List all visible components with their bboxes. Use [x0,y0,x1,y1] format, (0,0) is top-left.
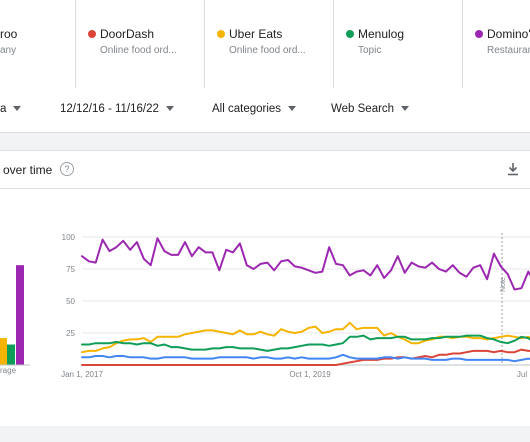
series-lines [81,237,530,366]
term-type: Online food ord... [100,45,177,56]
x-tick-label: Jul [517,370,527,379]
download-icon[interactable] [506,162,520,181]
y-tick-label: 75 [66,265,75,274]
average-bar-uber-eats[interactable] [0,338,7,365]
series-color-dot [88,30,96,38]
interest-chart: rage 25 50 75 100 Note Jan 1, 2017 Oct 1, 201… [0,233,530,379]
term-card-uber-eats[interactable]: Uber Eats Online food ord... [205,0,334,88]
search-terms-bar: roo any DoorDash Online food ord... Uber… [0,0,530,89]
average-bars [0,265,30,366]
region-dropdown[interactable]: a [0,103,22,115]
term-name: Uber Eats [229,27,283,41]
series-color-dot [346,30,354,38]
term-type: Restaurant [487,45,530,56]
card-title: over time [3,163,53,177]
category-value: All categories [212,103,282,115]
x-axis-ticks: Jan 1, 2017 Oct 1, 2019 Jul [61,370,527,379]
interest-over-time-card: over time ? rage 25 50 75 100 Note Jan 1, 20… [0,150,530,427]
series-line-doordash[interactable] [81,348,530,366]
category-dropdown[interactable]: All categories [212,103,297,115]
chevron-down-icon [13,106,22,112]
date-range-value: 12/12/16 - 11/16/22 [60,103,159,115]
term-name: DoorDash [100,27,155,41]
y-tick-label: 50 [66,297,75,306]
term-card-doordash[interactable]: DoorDash Online food ord... [76,0,205,88]
series-line-uber-eats[interactable] [81,321,530,354]
term-name: Menulog [358,27,405,41]
series-line-domino-s[interactable] [81,237,530,291]
date-range-dropdown[interactable]: 12/12/16 - 11/16/22 [60,103,174,115]
y-tick-label: 25 [66,329,75,338]
note-marker-label[interactable]: Note [500,277,507,292]
term-type: Topic [358,45,382,56]
region-value: a [0,103,7,115]
x-tick-label: Jan 1, 2017 [61,370,103,379]
series-line-menulog[interactable] [81,334,530,352]
page-footer-strip [0,426,530,442]
average-label: rage [0,366,17,375]
search-type-dropdown[interactable]: Web Search [331,103,410,115]
series-color-dot [475,30,483,38]
chevron-down-icon [165,106,174,112]
term-card-dominos[interactable]: Domino's Restaurant [463,0,530,88]
average-bar-domino-s[interactable] [16,265,24,365]
average-bar-menulog[interactable] [7,344,15,365]
series-line-roo[interactable] [81,353,530,363]
filter-bar: a 12/12/16 - 11/16/22 All categories Web… [0,88,530,133]
search-type-value: Web Search [331,103,395,115]
x-tick-label: Oct 1, 2019 [289,370,331,379]
term-type: Online food ord... [229,45,306,56]
term-card-menulog[interactable]: Menulog Topic [334,0,463,88]
y-tick-label: 100 [62,233,76,242]
chart-grid: 25 50 75 100 Note [62,233,530,366]
chevron-down-icon [288,106,297,112]
series-color-dot [217,30,225,38]
card-header: over time ? [0,151,530,189]
term-name: Domino's [487,27,530,41]
question-circle-icon[interactable]: ? [60,162,74,176]
chevron-down-icon [401,106,410,112]
term-type: any [0,45,17,56]
term-card-1[interactable]: roo any [0,0,76,88]
term-name: roo [0,27,18,41]
